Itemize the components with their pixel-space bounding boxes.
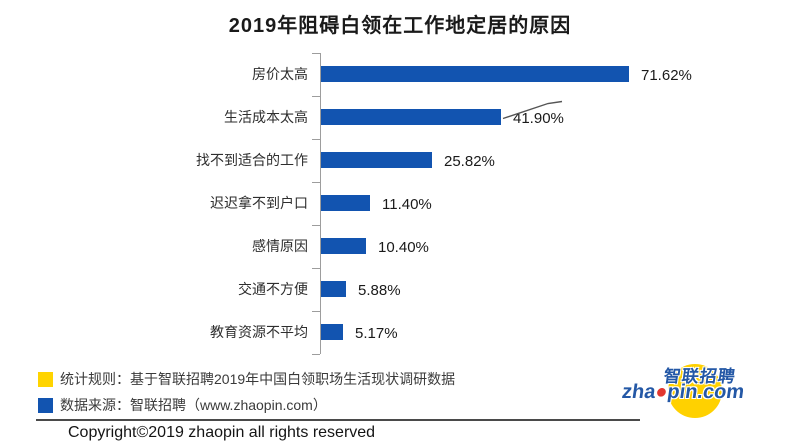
bar [321,65,629,82]
axis-tick [312,139,320,140]
bar-value-label: 71.62% [641,67,692,84]
category-label: 房价太高 [252,66,308,82]
copyright-text: Copyright©2019 zhaopin all rights reserv… [68,424,376,441]
logo-domain-prefix: zha [620,381,657,403]
category-label: 迟迟拿不到户口 [210,195,308,211]
bar-value-label: 25.82% [444,153,495,170]
legend-rule-text: 统计规则：基于智联招聘2019年中国白领职场生活现状调研数据 [60,371,456,387]
source-legend: 统计规则：基于智联招聘2019年中国白领职场生活现状调研数据 数据来源：智联招聘… [38,366,455,418]
axis-tick [312,182,320,183]
legend-row-source: 数据来源：智联招聘（www.zhaopin.com） [38,392,455,418]
bar-value-label: 5.17% [355,325,398,342]
bar-value-label: 41.90% [513,110,564,127]
bar [321,151,432,168]
bar [321,323,343,340]
axis-tick [312,354,320,355]
axis-tick [312,268,320,269]
bar-value-label: 10.40% [378,239,429,256]
footer-divider [36,419,640,421]
bar [321,237,366,254]
bar-chart: 房价太高 71.62% 生活成本太高 41.90% 找不到适合的工作 25.82% 迟迟拿不… [0,53,800,355]
zhaopin-logo: 智联招聘 zha●pin.com [620,358,780,420]
bar [321,280,346,297]
category-label: 生活成本太高 [224,109,308,125]
axis-tick [312,53,320,54]
category-label: 找不到适合的工作 [196,152,308,168]
bar-value-label: 11.40% [382,196,432,213]
chart-title: 2019年阻碍白领在工作地定居的原因 [228,15,572,37]
logo-domain-suffix: pin.com [665,381,746,403]
legend-row-rule: 统计规则：基于智联招聘2019年中国白领职场生活现状调研数据 [38,366,455,392]
bar [321,194,370,211]
category-label: 感情原因 [252,238,308,254]
category-label: 交通不方便 [238,281,308,297]
axis-tick [312,96,320,97]
yellow-square-icon [38,371,53,387]
axis-tick [312,225,320,226]
y-axis-line [320,53,321,354]
logo-yellow-circle-icon [668,364,722,418]
bar-value-label: 5.88% [358,282,401,299]
blue-square-icon [38,397,53,413]
category-label: 教育资源不平均 [210,324,308,340]
logo-domain-text: zha●pin.com [620,381,746,404]
legend-source-text: 数据来源：智联招聘（www.zhaopin.com） [60,397,327,413]
axis-tick [312,311,320,312]
bar [321,108,501,125]
